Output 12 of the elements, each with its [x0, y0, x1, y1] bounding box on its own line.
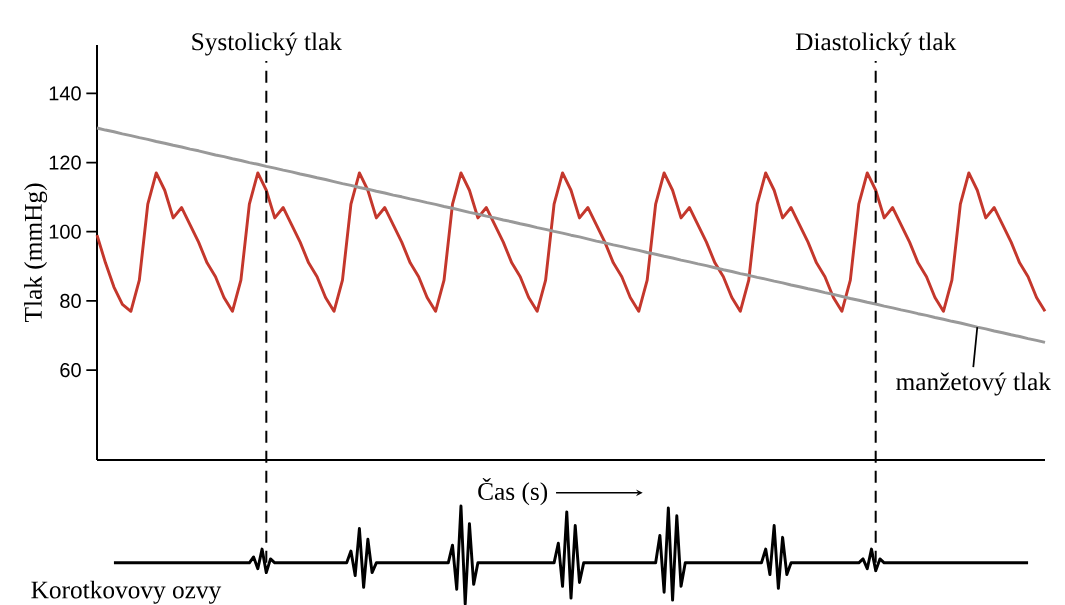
y-tick-label: 100: [49, 224, 81, 239]
annotation: manžetový tlak: [896, 372, 1052, 396]
y-tick-label: 140: [49, 86, 81, 101]
y-tick-label: 80: [60, 293, 81, 308]
annotation: Korotkovovy ozvy: [31, 580, 222, 604]
annotation: Systolický tlak: [192, 32, 342, 56]
y-axis-title: Tlak (mmHg): [24, 183, 48, 323]
x-axis-title: Čas (s): [478, 478, 548, 506]
annotation: Diastolický tlak: [795, 32, 957, 56]
y-tick-label: 120: [49, 155, 81, 170]
y-tick-label: 60: [60, 362, 81, 378]
line-series: [95, 171, 1047, 313]
